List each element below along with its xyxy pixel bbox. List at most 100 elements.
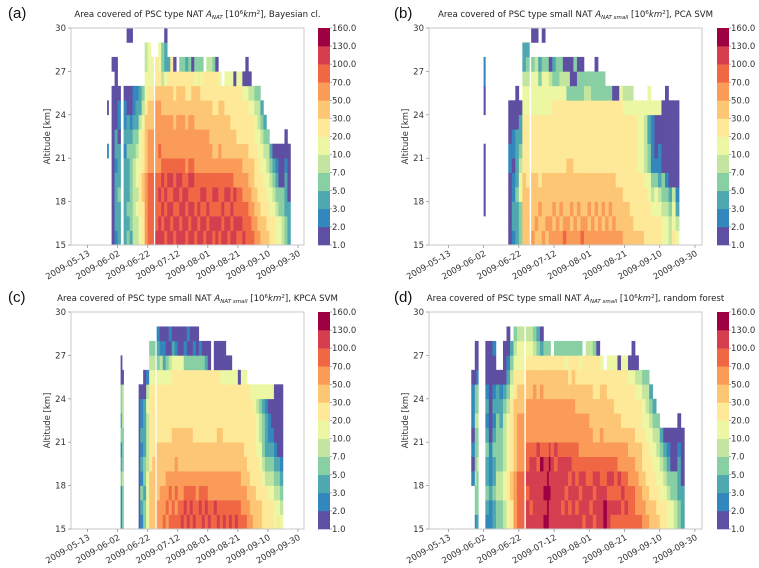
- heatmap-cell: [647, 172, 652, 188]
- heatmap-cell: [499, 485, 504, 501]
- heatmap-cell: [606, 471, 611, 486]
- y-tick-label: 24: [413, 395, 424, 405]
- heatmap-cell: [132, 158, 136, 173]
- heatmap-cell: [155, 129, 159, 145]
- heatmap-cell: [548, 413, 551, 429]
- heatmap-cell: [517, 500, 521, 515]
- heatmap-cell: [260, 216, 264, 231]
- heatmap-cell: [536, 369, 541, 385]
- heatmap-cell: [183, 471, 188, 486]
- heatmap-cell: [159, 514, 163, 530]
- heatmap-cell: [610, 369, 615, 385]
- heatmap-cell: [225, 485, 230, 501]
- colorbar-segment: [318, 348, 330, 367]
- colorbar-tick-label: 50.0: [332, 96, 351, 106]
- heatmap-cell: [636, 187, 641, 202]
- heatmap-cell: [179, 158, 183, 173]
- heatmap-cell: [555, 71, 560, 87]
- heatmap-cell: [219, 340, 224, 356]
- heatmap-cell: [554, 485, 558, 501]
- heatmap-cell: [672, 187, 676, 202]
- heatmap-cell: [617, 500, 622, 515]
- heatmap-cell: [506, 384, 511, 400]
- heatmap-cell: [488, 514, 493, 530]
- heatmap-cell: [552, 100, 557, 116]
- heatmap-cell: [552, 158, 557, 173]
- heatmap-cell: [279, 427, 284, 443]
- heatmap-cell: [230, 114, 234, 130]
- heatmap-cell: [559, 100, 564, 116]
- heatmap-cell: [245, 71, 249, 87]
- heatmap-cell: [555, 114, 560, 130]
- heatmap-cell: [273, 500, 278, 515]
- heatmap-cell: [132, 114, 136, 130]
- heatmap-cell: [152, 384, 156, 400]
- colorbar-tick-label: 3.0: [332, 205, 346, 215]
- heatmap-cell: [666, 442, 671, 457]
- heatmap-cell: [155, 71, 159, 87]
- heatmap-cell: [610, 427, 615, 443]
- heatmap-cell: [557, 398, 562, 414]
- heatmap-cell: [642, 456, 646, 472]
- heatmap-cell: [279, 384, 284, 400]
- heatmap-cell: [219, 369, 224, 385]
- heatmap-cell: [511, 114, 516, 130]
- heatmap-cell: [552, 129, 557, 145]
- heatmap-cell: [534, 129, 539, 145]
- heatmap-cell: [539, 369, 544, 385]
- colorbar-segment: [318, 312, 330, 331]
- heatmap-cell: [661, 216, 666, 231]
- heatmap-cell: [665, 100, 669, 116]
- heatmap-cell: [231, 398, 236, 414]
- heatmap-cell: [615, 129, 620, 145]
- heatmap-cell: [673, 456, 678, 472]
- colorbar-tick-label: 3.0: [731, 205, 745, 215]
- heatmap-cell: [206, 114, 210, 130]
- heatmap-cell: [192, 456, 197, 472]
- heatmap-cell: [203, 201, 207, 217]
- heatmap-cell: [476, 514, 479, 530]
- heatmap-cell: [146, 384, 150, 400]
- heatmap-cell: [532, 384, 537, 400]
- heatmap-cell: [188, 172, 192, 188]
- heatmap-cell: [506, 369, 511, 385]
- heatmap-cell: [182, 172, 186, 188]
- heatmap-cell: [552, 143, 557, 159]
- heatmap-cell: [177, 442, 182, 457]
- colorbar-segment: [717, 348, 729, 367]
- heatmap-cell: [532, 427, 537, 443]
- heatmap-cell: [529, 355, 534, 371]
- heatmap-cell: [601, 172, 606, 188]
- heatmap-cell: [539, 340, 544, 356]
- heatmap-cell: [548, 187, 553, 202]
- heatmap-cell: [522, 143, 527, 159]
- heatmap-cell: [545, 216, 550, 231]
- heatmap-cell: [569, 114, 574, 130]
- heatmap-cell: [541, 100, 546, 116]
- heatmap-cells: [471, 326, 685, 530]
- heatmap-cell: [594, 201, 599, 217]
- colorbar-tick-label: 1.0: [731, 241, 745, 251]
- heatmap-cell: [599, 500, 604, 515]
- heatmap-cell: [224, 85, 228, 101]
- heatmap-cell: [252, 500, 257, 515]
- heatmap-cell: [499, 471, 504, 486]
- colorbar-tick-label: 7.0: [731, 453, 745, 463]
- heatmap-cells: [120, 326, 284, 530]
- heatmap-cell: [538, 201, 543, 217]
- heatmap-cell: [532, 471, 537, 486]
- heatmap-cell: [647, 201, 652, 217]
- heatmap-cell: [191, 114, 195, 130]
- heatmap-cell: [237, 369, 242, 385]
- colorbar-tick-label: 70.0: [731, 362, 750, 372]
- heatmap-cell: [633, 143, 638, 159]
- heatmap-cell: [525, 500, 530, 515]
- heatmap-cell: [189, 355, 194, 371]
- heatmap-cell: [161, 56, 165, 72]
- heatmap-cell: [534, 85, 539, 101]
- heatmap-cell: [267, 384, 272, 400]
- heatmap-cell: [224, 100, 228, 116]
- heatmap-cell: [488, 398, 493, 414]
- heatmap-cell: [532, 456, 537, 472]
- heatmap-cell: [645, 384, 650, 400]
